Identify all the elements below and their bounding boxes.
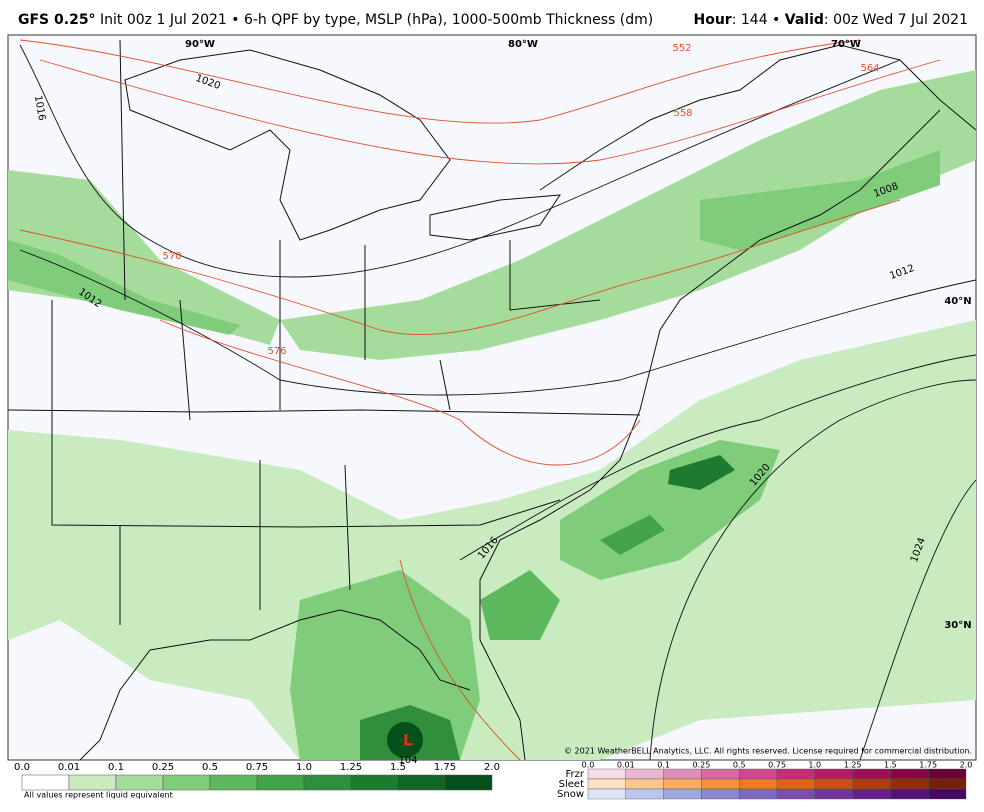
- qpf-swatch: [397, 774, 446, 791]
- thickness-label: 564: [860, 63, 879, 74]
- thickness-label: 570: [162, 251, 181, 262]
- ptype-swatch: [814, 788, 853, 800]
- model: GFS 0.25°: [18, 12, 96, 28]
- ptype-swatch: [739, 788, 778, 800]
- title: Init 00z 1 Jul 2021 • 6-h QPF by type, M…: [100, 12, 653, 28]
- qpf-label: 2.0: [484, 762, 500, 773]
- qpf-swatch: [209, 774, 258, 791]
- qpf-swatch: [350, 774, 399, 791]
- thickness-label: 552: [672, 43, 691, 54]
- qpf-label: 1.5: [390, 762, 406, 773]
- ptype-swatch: [701, 778, 740, 790]
- ptype-swatch: [814, 768, 853, 780]
- qpf-label: 1.0: [296, 762, 312, 773]
- ptype-swatch: [625, 778, 664, 790]
- ptype-swatch: [587, 778, 626, 790]
- ptype-swatch: [890, 768, 929, 780]
- ptype-swatch: [739, 768, 778, 780]
- longitude-label: 70°W: [831, 39, 861, 50]
- thickness-label: 558: [673, 108, 692, 119]
- ptype-label: 0.1: [657, 761, 670, 770]
- ptype-swatch: [890, 788, 929, 800]
- qpf-swatch: [162, 774, 211, 791]
- latitude-label: 30°N: [944, 620, 971, 631]
- qpf-swatch: [444, 774, 493, 791]
- qpf-label: 1.25: [340, 762, 362, 773]
- copyright: © 2021 WeatherBELL Analytics, LLC. All r…: [564, 747, 972, 756]
- valid-key: Valid: [785, 12, 824, 28]
- ptype-swatch: [663, 788, 702, 800]
- map: [7, 34, 977, 761]
- ptype-swatch: [663, 768, 702, 780]
- qpf-swatch: [115, 774, 164, 791]
- ptype-swatch: [928, 768, 967, 780]
- qpf-label: 0.01: [58, 762, 80, 773]
- qpf-label: 0.75: [246, 762, 268, 773]
- ptype-swatch: [776, 778, 815, 790]
- ptype-swatch: [739, 778, 778, 790]
- qpf-label: 0.25: [152, 762, 174, 773]
- longitude-label: 80°W: [508, 39, 538, 50]
- valid: : 00z Wed 7 Jul 2021: [824, 12, 968, 28]
- qpf-label: 0.0: [14, 762, 30, 773]
- ptype-swatch: [814, 778, 853, 790]
- ptype-swatch: [928, 788, 967, 800]
- ptype-swatch: [776, 788, 815, 800]
- precip: [8, 70, 976, 760]
- header-right: Hour: 144 • Valid: 00z Wed 7 Jul 2021: [694, 12, 969, 28]
- ptype-swatch: [852, 778, 891, 790]
- ptype-label: 0.01: [617, 761, 635, 770]
- isobars: [19, 39, 977, 761]
- ptype-name: Sleet: [559, 779, 584, 790]
- ptype-label: 0.0: [582, 761, 595, 770]
- latitude-label: 40°N: [944, 296, 971, 307]
- isobar-label: 1016: [32, 95, 47, 122]
- ptype-label: 1.25: [844, 761, 862, 770]
- ptype-label: 0.75: [768, 761, 786, 770]
- ptype-label: 1.75: [919, 761, 937, 770]
- ptype-swatch: [890, 778, 929, 790]
- qpf-swatch: [68, 774, 117, 791]
- ptype-swatch: [776, 768, 815, 780]
- qpf-swatch: [303, 774, 352, 791]
- ptype-swatch: [852, 768, 891, 780]
- longitude-label: 90°W: [185, 39, 215, 50]
- qpf-swatch: [21, 774, 70, 791]
- ptype-scale: 0.0 0.01 0.1 0.25 0.5 0.75 1.0 1.25 1.5 1.75 2.0 Fr…: [557, 761, 972, 801]
- ptype-swatch: [625, 788, 664, 800]
- ptype-swatch: [701, 768, 740, 780]
- isobar-label: 104: [398, 755, 417, 766]
- hour-key: Hour: [694, 12, 732, 28]
- ptype-swatch: [625, 768, 664, 780]
- qpf-label: 0.1: [108, 762, 124, 773]
- ptype-swatch: [663, 778, 702, 790]
- qpf-swatch: [256, 774, 305, 791]
- ptype-name: Snow: [557, 789, 584, 800]
- ptype-label: 0.25: [692, 761, 710, 770]
- ptype-label: 2.0: [960, 761, 973, 770]
- ptype-label: 1.0: [808, 761, 821, 770]
- header-left: GFS 0.25° Init 00z 1 Jul 2021 • 6-h QPF …: [18, 12, 653, 28]
- ptype-label: 0.5: [733, 761, 746, 770]
- ptype-swatch: [587, 788, 626, 800]
- qpf-note: All values represent liquid equivalent: [24, 791, 173, 800]
- qpf-scale: 0.0 0.01 0.1 0.25 0.5 0.75 1.0 1.25 1.5 1.75 2.0 Al…: [14, 762, 500, 800]
- ptype-swatch: [852, 788, 891, 800]
- ptype-swatch: [701, 788, 740, 800]
- ptype-name: Frzr: [566, 769, 585, 780]
- ptype-swatch: [928, 778, 967, 790]
- thickness-label: 576: [267, 346, 286, 357]
- ptype-swatch: [587, 768, 626, 780]
- qpf-label: 1.75: [434, 762, 456, 773]
- hour: : 144 •: [732, 12, 785, 28]
- ptype-label: 1.5: [884, 761, 897, 770]
- coastlines: [7, 39, 977, 761]
- qpf-label: 0.5: [202, 762, 218, 773]
- low-label: L: [403, 731, 413, 750]
